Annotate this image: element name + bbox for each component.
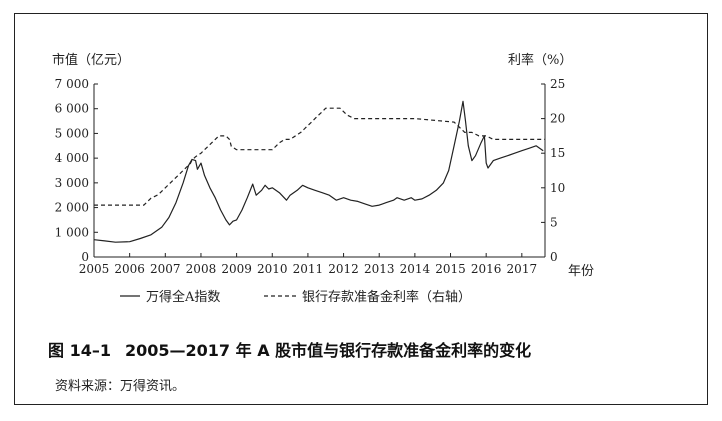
series-group xyxy=(93,100,545,243)
y-right-tick-label: 5 xyxy=(550,215,558,229)
y-right-tick-label: 20 xyxy=(550,112,565,126)
reserve-rate-line xyxy=(94,107,545,206)
figure-frame xyxy=(14,13,708,405)
y-left-tick-label: 6 000 xyxy=(55,102,89,116)
x-tick-label: 2006 xyxy=(114,262,145,276)
x-tick-label: 2008 xyxy=(186,262,217,276)
x-tick-label: 2007 xyxy=(150,262,181,276)
market-value-line xyxy=(93,100,544,243)
x-tick-label: 2017 xyxy=(507,262,538,276)
x-tick-label: 2005 xyxy=(79,262,110,276)
x-tick-label: 2010 xyxy=(257,262,288,276)
y-left-tick-label: 3 000 xyxy=(55,176,89,190)
figure-caption: 图 14–1 2005—2017 年 A 股市值与银行存款准备金利率的变化 xyxy=(48,337,545,361)
x-tick-label: 2011 xyxy=(293,262,324,276)
x-tick-label: 2012 xyxy=(328,262,359,276)
y-left-tick-label: 4 000 xyxy=(55,151,89,165)
source-note: 资料来源：万得资讯。 xyxy=(55,379,186,394)
y-left-tick-label: 5 000 xyxy=(55,126,89,140)
x-tick-label: 2014 xyxy=(400,262,431,276)
x-tick-label: 2015 xyxy=(435,262,466,276)
left-axis-title: 市值（亿元） xyxy=(52,52,130,68)
x-tick-label: 2016 xyxy=(471,262,502,276)
right-axis-title: 利率（%） xyxy=(508,52,572,68)
y-right-tick-label: 25 xyxy=(550,77,565,91)
legend-label-market-index: 万得全A指数 xyxy=(146,289,220,305)
figure-title: 2005—2017 年 A 股市值与银行存款准备金利率的变化 xyxy=(124,341,532,360)
y-left-tick-label: 2 000 xyxy=(55,201,89,215)
y-left-tick-label: 0 xyxy=(81,250,89,264)
axes-group: 0 1 000 2 000 3 000 4 000 5 000 6 000 7 000 0 5 10… xyxy=(55,77,566,276)
y-right-tick-label: 10 xyxy=(550,181,565,195)
x-tick-label: 2009 xyxy=(221,262,252,276)
x-tick-label: 2013 xyxy=(364,262,395,276)
x-axis-title: 年份 xyxy=(568,264,594,279)
figure-number: 图 14–1 xyxy=(48,341,111,360)
legend-label-reserve-rate: 银行存款准备金利率（右轴） xyxy=(302,289,471,305)
legend: 万得全A指数 银行存款准备金利率（右轴） xyxy=(120,289,471,305)
y-right-tick-label: 0 xyxy=(550,250,558,264)
y-right-tick-label: 15 xyxy=(550,146,565,160)
y-left-tick-label: 1 000 xyxy=(55,225,89,239)
y-left-tick-label: 7 000 xyxy=(55,77,89,91)
